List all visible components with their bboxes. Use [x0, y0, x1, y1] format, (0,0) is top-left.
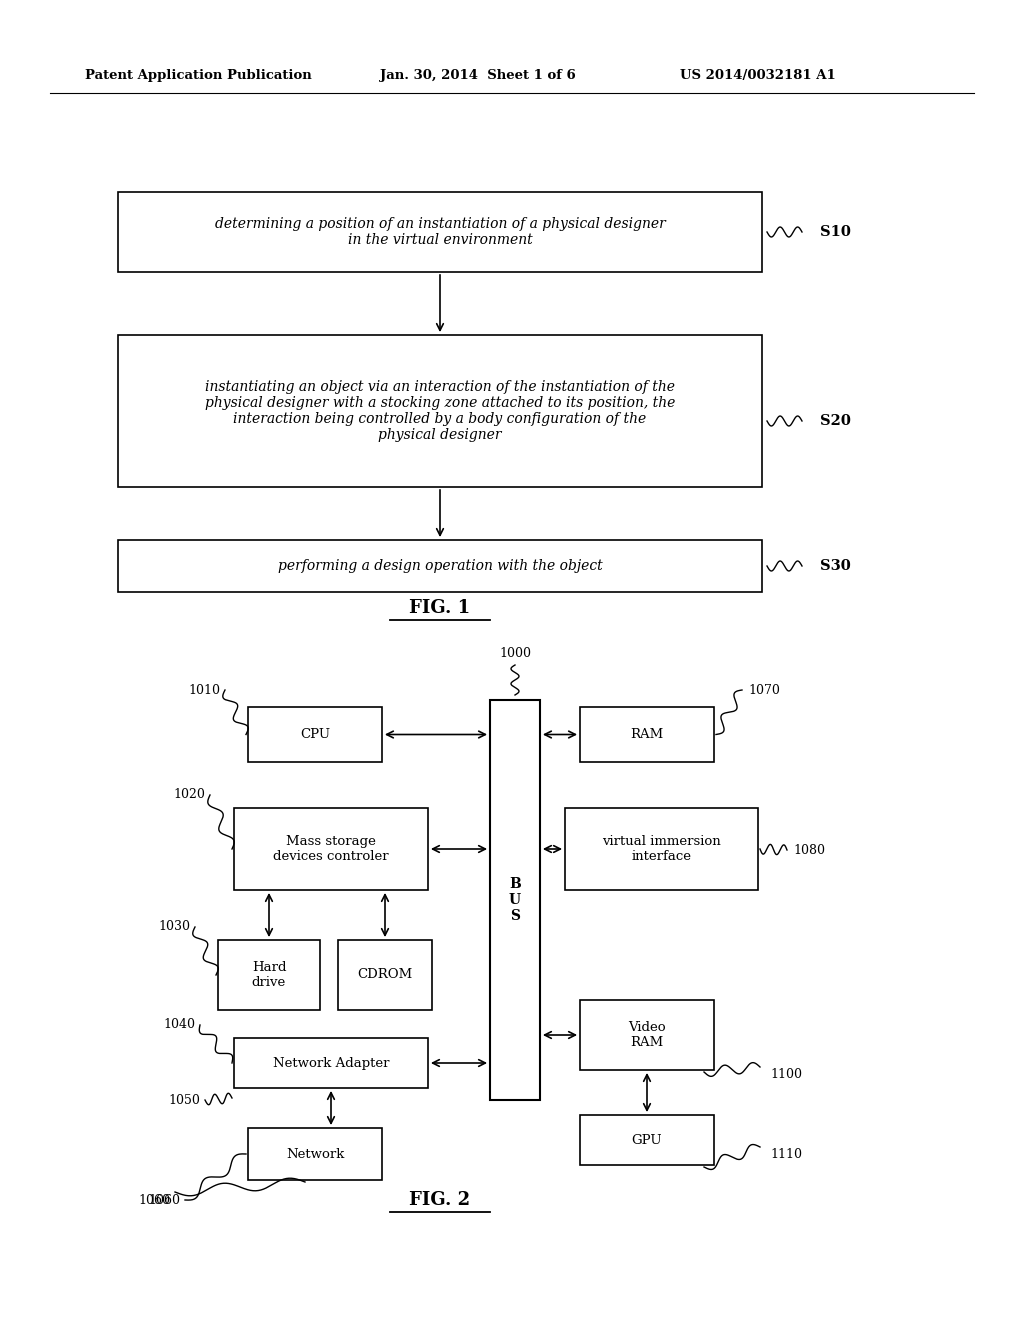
- Text: US 2014/0032181 A1: US 2014/0032181 A1: [680, 69, 836, 82]
- Text: CPU: CPU: [300, 729, 330, 741]
- Text: determining a position of an instantiation of a physical designer
in the virtual: determining a position of an instantiati…: [215, 216, 666, 247]
- Bar: [248, 708, 382, 762]
- Bar: [118, 335, 762, 487]
- Text: 1020: 1020: [173, 788, 205, 801]
- Bar: [218, 940, 319, 1010]
- Bar: [248, 1129, 382, 1180]
- Text: 1000: 1000: [499, 647, 531, 660]
- Text: 1060: 1060: [148, 1193, 180, 1206]
- Text: B
U
S: B U S: [509, 876, 521, 923]
- Text: 1080: 1080: [793, 843, 825, 857]
- Bar: [118, 191, 762, 272]
- Bar: [490, 700, 540, 1100]
- Text: FIG. 1: FIG. 1: [410, 599, 471, 616]
- Text: virtual immersion
interface: virtual immersion interface: [602, 836, 721, 863]
- Text: S10: S10: [820, 224, 851, 239]
- Text: S30: S30: [820, 558, 851, 573]
- Text: performing a design operation with the object: performing a design operation with the o…: [278, 558, 602, 573]
- Text: 1040: 1040: [163, 1019, 195, 1031]
- Text: 1010: 1010: [188, 684, 220, 697]
- Text: 1060: 1060: [138, 1193, 170, 1206]
- Bar: [580, 1115, 714, 1166]
- Text: Jan. 30, 2014  Sheet 1 of 6: Jan. 30, 2014 Sheet 1 of 6: [380, 69, 575, 82]
- Text: 1050: 1050: [168, 1093, 200, 1106]
- Text: Mass storage
devices controler: Mass storage devices controler: [273, 836, 389, 863]
- Text: instantiating an object via an interaction of the instantiation of the
physical : instantiating an object via an interacti…: [205, 380, 675, 442]
- Text: S20: S20: [820, 414, 851, 428]
- Text: CDROM: CDROM: [357, 969, 413, 982]
- Text: Hard
drive: Hard drive: [252, 961, 287, 989]
- Text: GPU: GPU: [632, 1134, 663, 1147]
- Bar: [234, 808, 428, 890]
- Bar: [234, 1038, 428, 1088]
- Bar: [565, 808, 758, 890]
- Text: RAM: RAM: [631, 729, 664, 741]
- Text: FIG. 2: FIG. 2: [410, 1191, 471, 1209]
- Text: 1030: 1030: [158, 920, 190, 933]
- Bar: [118, 540, 762, 591]
- Bar: [580, 1001, 714, 1071]
- Bar: [338, 940, 432, 1010]
- Text: 1070: 1070: [748, 684, 780, 697]
- Text: Network: Network: [286, 1147, 344, 1160]
- Text: 1110: 1110: [770, 1148, 802, 1162]
- Text: Patent Application Publication: Patent Application Publication: [85, 69, 311, 82]
- Text: Video
RAM: Video RAM: [628, 1020, 666, 1049]
- Text: 1100: 1100: [770, 1068, 802, 1081]
- Text: Network Adapter: Network Adapter: [272, 1056, 389, 1069]
- Bar: [580, 708, 714, 762]
